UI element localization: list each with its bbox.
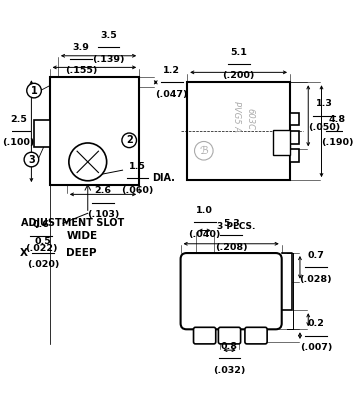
- Circle shape: [122, 133, 136, 148]
- Text: (.208): (.208): [215, 243, 247, 252]
- Text: 1.3: 1.3: [316, 100, 333, 108]
- Text: 3 PLCS.: 3 PLCS.: [217, 222, 256, 231]
- Text: 603C: 603C: [246, 108, 255, 130]
- Bar: [34, 120, 49, 147]
- Text: (.190): (.190): [321, 138, 354, 148]
- Text: 3: 3: [28, 154, 35, 164]
- Text: (.007): (.007): [300, 343, 332, 352]
- Text: 0.7: 0.7: [308, 251, 324, 260]
- Text: 1: 1: [31, 86, 37, 96]
- Text: ℬ: ℬ: [199, 146, 208, 156]
- Text: 0.8: 0.8: [221, 342, 238, 351]
- Bar: [290, 131, 299, 144]
- Text: WIDE: WIDE: [66, 232, 97, 242]
- Text: 5.1: 5.1: [230, 48, 247, 57]
- Text: (.047): (.047): [155, 90, 188, 98]
- Text: (.050): (.050): [308, 123, 340, 132]
- FancyBboxPatch shape: [194, 327, 216, 344]
- Text: 2.5: 2.5: [10, 115, 27, 124]
- Text: (.022): (.022): [25, 244, 58, 253]
- Text: (.040): (.040): [188, 230, 221, 238]
- Text: (.100): (.100): [2, 138, 35, 148]
- Bar: [49, 77, 139, 185]
- Text: ADJUSTMENT SLOT: ADJUSTMENT SLOT: [21, 218, 125, 228]
- Circle shape: [69, 143, 107, 181]
- Text: 3.5: 3.5: [100, 31, 117, 40]
- Text: 0.6: 0.6: [33, 220, 50, 229]
- Text: (.139): (.139): [92, 55, 125, 64]
- Text: 5.3: 5.3: [223, 219, 240, 228]
- Text: 0.2: 0.2: [308, 319, 324, 328]
- Circle shape: [24, 152, 39, 167]
- Text: (.020): (.020): [27, 260, 59, 269]
- Text: 1.0: 1.0: [196, 206, 213, 215]
- Text: PVG5 A: PVG5 A: [232, 101, 241, 132]
- FancyBboxPatch shape: [245, 327, 267, 344]
- Text: X: X: [20, 248, 28, 258]
- Text: 3.9: 3.9: [73, 43, 90, 52]
- Text: DEEP: DEEP: [66, 248, 97, 258]
- Text: (.155): (.155): [65, 66, 97, 75]
- Text: (.060): (.060): [121, 186, 154, 195]
- Text: 0.5: 0.5: [35, 237, 51, 246]
- Bar: [290, 149, 299, 162]
- Text: 2: 2: [126, 135, 132, 145]
- FancyBboxPatch shape: [218, 327, 241, 344]
- FancyBboxPatch shape: [180, 253, 282, 329]
- Text: (.028): (.028): [299, 275, 332, 284]
- Text: 1.2: 1.2: [163, 66, 180, 75]
- Circle shape: [27, 83, 41, 98]
- Text: (.103): (.103): [87, 210, 119, 219]
- Bar: [273, 130, 290, 155]
- Text: 2.6: 2.6: [94, 186, 111, 195]
- Text: DIA.: DIA.: [152, 173, 175, 183]
- Bar: [187, 82, 290, 180]
- Text: 1.5: 1.5: [129, 162, 146, 171]
- Text: 4.8: 4.8: [329, 115, 346, 124]
- Text: (.200): (.200): [222, 71, 255, 80]
- Bar: [290, 113, 299, 126]
- Text: (.032): (.032): [213, 366, 246, 375]
